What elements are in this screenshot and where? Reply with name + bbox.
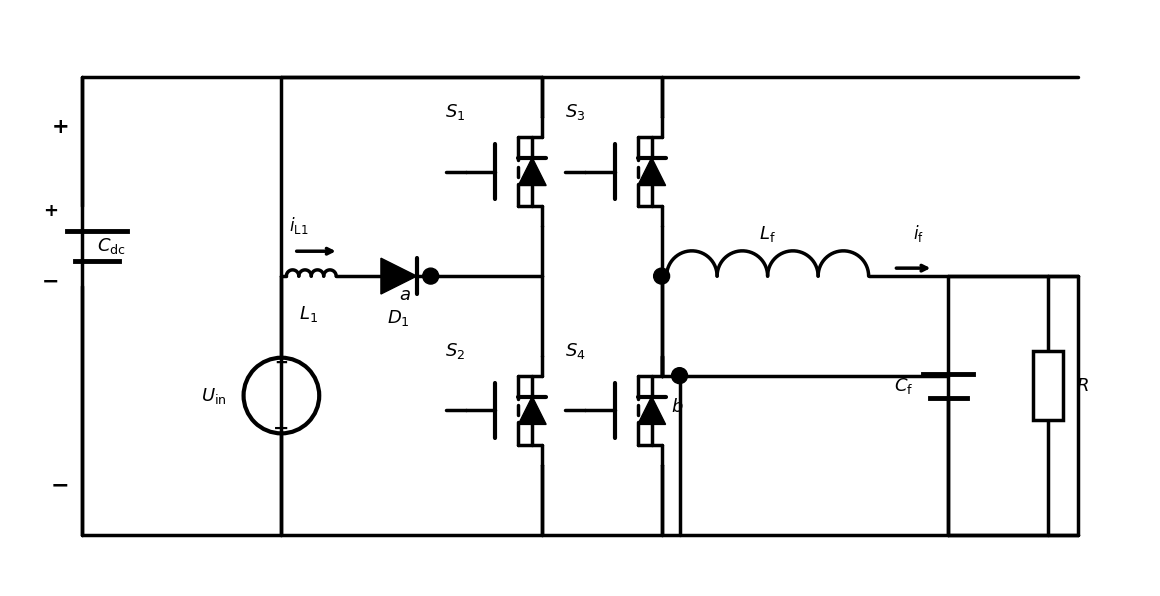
Text: $L_{\mathrm{f}}$: $L_{\mathrm{f}}$ [760, 224, 776, 244]
Polygon shape [380, 258, 416, 294]
Text: −: − [51, 475, 70, 495]
Text: $U_{\mathrm{in}}$: $U_{\mathrm{in}}$ [201, 386, 226, 405]
Text: +: + [52, 117, 70, 137]
Text: $S_3$: $S_3$ [565, 102, 585, 122]
Text: −: − [274, 419, 290, 438]
Text: $i_{\mathrm{L1}}$: $i_{\mathrm{L1}}$ [289, 215, 309, 236]
Text: $i_{\mathrm{f}}$: $i_{\mathrm{f}}$ [913, 224, 923, 244]
Polygon shape [519, 396, 546, 424]
Text: −: − [42, 271, 59, 291]
Circle shape [653, 268, 669, 284]
Text: $L_1$: $L_1$ [299, 304, 318, 324]
Polygon shape [638, 396, 666, 424]
Text: $S_4$: $S_4$ [565, 341, 586, 361]
Text: $C_{\mathrm{f}}$: $C_{\mathrm{f}}$ [894, 375, 913, 396]
Text: $S_2$: $S_2$ [445, 341, 465, 361]
Text: $b$: $b$ [672, 398, 684, 415]
FancyBboxPatch shape [1032, 351, 1063, 420]
Text: $S_1$: $S_1$ [445, 102, 465, 122]
Text: $D_1$: $D_1$ [387, 308, 411, 328]
Text: $C_{\mathrm{dc}}$: $C_{\mathrm{dc}}$ [97, 236, 126, 256]
Text: +: + [43, 203, 58, 221]
Text: +: + [275, 353, 289, 372]
Circle shape [422, 268, 438, 284]
Polygon shape [519, 158, 546, 185]
Text: $R$: $R$ [1075, 377, 1088, 395]
Text: $a$: $a$ [399, 286, 411, 304]
Circle shape [672, 368, 688, 384]
Polygon shape [638, 158, 666, 185]
